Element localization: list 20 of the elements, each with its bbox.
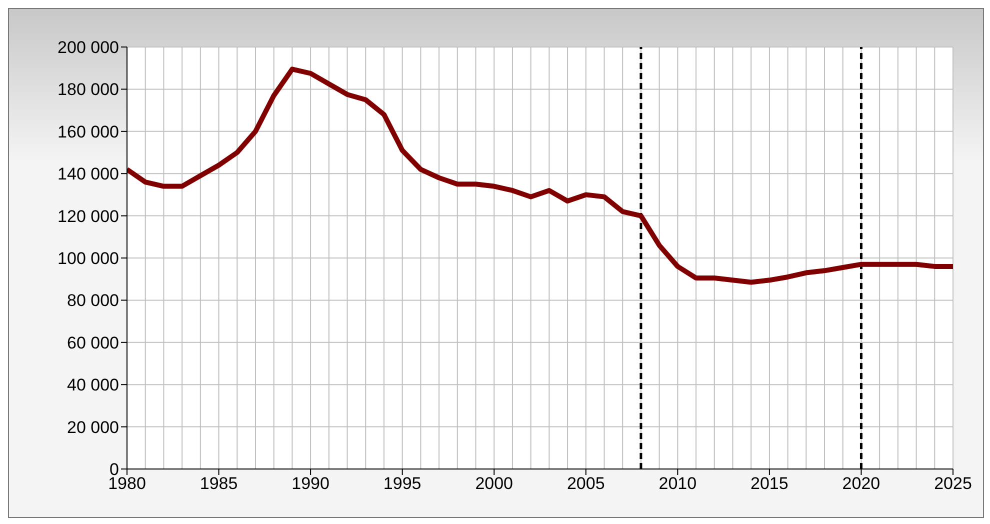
x-tick-label: 1990: [292, 474, 330, 494]
y-tick-label: 200 000: [58, 38, 119, 58]
x-tick-label: 1995: [383, 474, 422, 494]
y-tick-label: 180 000: [58, 80, 119, 100]
y-tick-label: 100 000: [58, 249, 119, 268]
x-tick-label: 2005: [566, 474, 605, 494]
y-tick-label: 80 000: [67, 291, 119, 310]
x-tick-label: 1980: [108, 474, 146, 494]
y-tick-label: 20 000: [67, 418, 119, 437]
x-tick-label: 2015: [750, 474, 788, 494]
y-tick-label: 120 000: [58, 206, 119, 226]
y-tick-label: 60 000: [67, 333, 119, 352]
y-tick-label: 40 000: [67, 376, 119, 395]
x-tick-label: 1985: [200, 474, 238, 494]
x-tick-label: 2000: [475, 474, 514, 494]
x-tick-label: 2025: [934, 474, 972, 494]
x-tick-label: 2010: [658, 474, 697, 494]
y-tick-label: 160 000: [58, 122, 119, 142]
x-tick-label: 2020: [842, 474, 880, 494]
y-tick-label: 140 000: [58, 164, 119, 184]
